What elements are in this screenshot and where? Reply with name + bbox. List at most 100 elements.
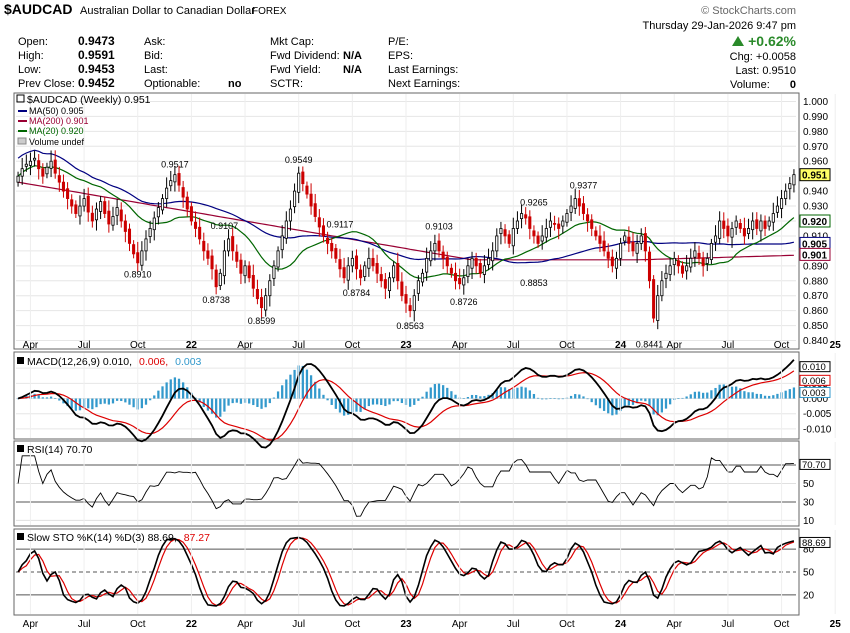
price-candle <box>99 201 103 212</box>
price-candle <box>231 236 235 252</box>
macd-histogram-bar <box>768 395 771 399</box>
macd-histogram-bar <box>128 398 131 405</box>
price-candle <box>755 219 759 229</box>
x-tick-label-bottom: Jul <box>78 619 91 630</box>
macd-histogram-bar <box>759 394 763 399</box>
price-candle <box>540 235 544 242</box>
x-tick-label-price: Jul <box>507 340 520 351</box>
price-candle <box>37 160 41 170</box>
macd-histogram-bar <box>326 398 329 401</box>
macd-histogram-bar <box>334 398 337 409</box>
price-candle <box>594 230 598 237</box>
macd-histogram-bar <box>722 384 725 399</box>
price-candle <box>57 175 61 183</box>
low-label: Low: <box>18 64 41 76</box>
price-candle <box>458 277 462 285</box>
x-axis: Apr Apr Jul Jul Oct Oct 22 22 Apr Apr Jul Jul Oct Oct… <box>23 340 842 630</box>
rsi-tick-label: 10 <box>803 516 815 527</box>
macd-histogram-bar <box>45 397 49 399</box>
macd-histogram-bar <box>442 385 445 399</box>
macd-histogram-bar <box>342 398 346 416</box>
price-candle <box>598 235 602 244</box>
macd-histogram-bar <box>132 398 135 408</box>
price-candle <box>445 256 449 267</box>
price-candle <box>41 168 45 177</box>
last-price: Last: 0.9510 <box>735 65 796 77</box>
macd-histogram-bar <box>103 398 106 404</box>
macd-histogram-bar <box>433 384 437 399</box>
macd-histogram-bar <box>194 397 197 399</box>
price-candle <box>482 265 486 275</box>
price-candle <box>177 173 181 186</box>
price-last-tag <box>799 247 831 261</box>
macd-panel-frame <box>13 351 800 440</box>
price-candle <box>396 263 400 282</box>
macd-histogram-bar <box>607 398 610 414</box>
price-candle <box>367 257 371 269</box>
macd-histogram-bar <box>648 398 651 407</box>
rsi-legend: RSI(14) 70.70 <box>17 444 93 456</box>
macd-histogram-bar <box>421 396 424 399</box>
macd-histogram-bar <box>161 386 164 399</box>
macd-histogram-bar <box>483 396 486 399</box>
price-candle <box>561 220 565 227</box>
macd-histogram-bar <box>16 398 20 400</box>
price-candle <box>359 269 363 279</box>
legend-ma50: MA(50) 0.905 <box>29 106 84 116</box>
price-candle <box>416 280 420 294</box>
x-tick-label-price: Jul <box>722 340 735 351</box>
price-annotation: 0.8599 <box>248 316 276 326</box>
price-candle <box>726 225 730 237</box>
macd-histogram-bar <box>91 398 94 410</box>
price-annotation: 0.8784 <box>343 288 371 298</box>
price-candle <box>751 220 755 231</box>
price-candle <box>297 172 301 193</box>
macd-histogram-bar <box>375 398 379 405</box>
price-candle <box>61 181 65 192</box>
price-candle <box>606 251 610 259</box>
price-candle <box>313 203 317 217</box>
price-candle <box>214 269 218 288</box>
price-candle <box>685 265 689 272</box>
macd-histogram-bar <box>495 389 498 399</box>
price-annotation: 0.8853 <box>520 278 548 288</box>
price-candle <box>115 207 119 216</box>
x-tick-label-bottom: 24 <box>615 619 627 630</box>
macd-histogram-bar <box>330 398 333 405</box>
x-tick-label-bottom: Apr <box>666 619 682 630</box>
price-candle <box>235 251 239 262</box>
price-candle <box>590 219 594 229</box>
price-candle <box>544 228 548 238</box>
macd-last-tag <box>799 361 831 373</box>
macd-histogram-bar <box>58 398 61 401</box>
price-annotation: 0.8441 <box>636 339 664 349</box>
macd-histogram-bar <box>697 391 701 399</box>
macd-histogram-bar <box>289 374 292 399</box>
price-annotation: 0.9265 <box>520 197 548 207</box>
rsi-tick-label: 50 <box>803 479 815 490</box>
x-tick-label-price: Oct <box>130 340 146 351</box>
price-candle <box>623 235 627 242</box>
macd-histogram-bar <box>714 387 717 399</box>
price-candle <box>198 226 202 240</box>
price-candle <box>511 228 515 247</box>
price-tick-label: 0.880 <box>803 276 828 287</box>
macd-histogram-bar <box>524 387 527 399</box>
fwd-dividend-value: N/A <box>343 50 362 62</box>
price-candle <box>573 198 577 209</box>
price-candle <box>189 206 193 222</box>
macd-histogram-bar <box>747 392 750 399</box>
price-candle <box>49 160 53 169</box>
macd-histogram-bar <box>532 393 536 399</box>
x-tick-label-price: Apr <box>23 340 39 351</box>
price-candle <box>701 257 705 267</box>
price-candle <box>140 250 144 266</box>
price-candle <box>705 257 709 264</box>
legend-ma20: MA(20) 0.920 <box>29 126 84 136</box>
price-candle <box>82 198 86 207</box>
macd-histogram-bar <box>656 398 659 416</box>
sto-legend: Slow STO %K(14) %D(3) 88.69, 87.27 <box>17 532 210 544</box>
macd-histogram-bar <box>99 398 102 405</box>
x-tick-label-bottom: Oct <box>130 619 146 630</box>
